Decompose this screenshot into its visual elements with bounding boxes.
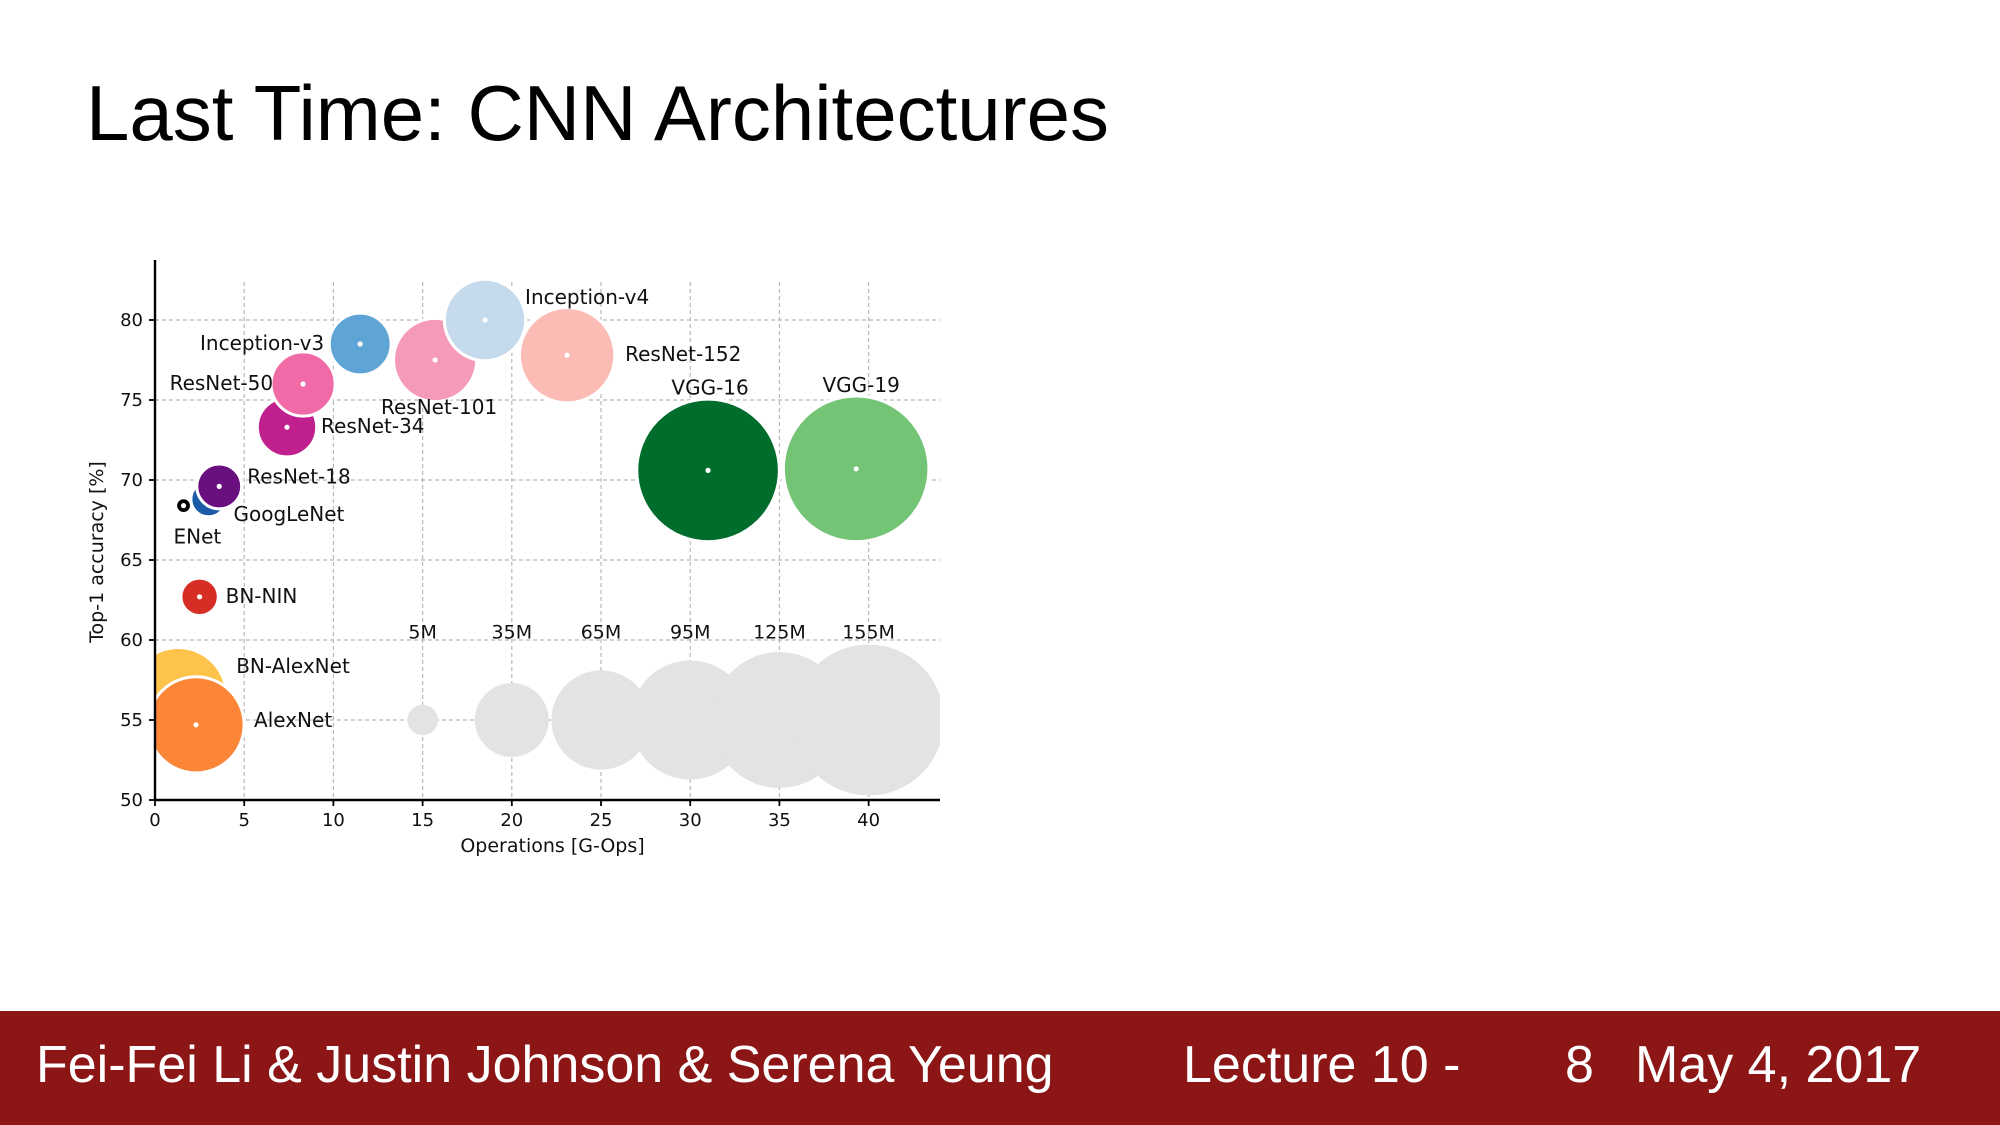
footer-authors: Fei-Fei Li & Justin Johnson & Serena Yeu… <box>36 1036 1054 1094</box>
slide-title: Last Time: CNN Architectures <box>86 69 1109 157</box>
footer-lecture: Lecture 10 - <box>1183 1036 1461 1094</box>
label-bn-nin: BN-NIN <box>226 584 298 608</box>
bubble-center-inception-v4 <box>482 317 488 323</box>
label-googlenet: GoogLeNet <box>234 502 345 526</box>
x-tick-label: 15 <box>411 810 434 831</box>
label-resnet-152: ResNet-152 <box>625 342 741 366</box>
x-tick-label: 5 <box>238 810 249 831</box>
label-bn-alexnet: BN-AlexNet <box>236 654 350 678</box>
footer-bar: Fei-Fei Li & Justin Johnson & Serena Yeu… <box>0 1011 2000 1125</box>
bubble-center-resnet-152 <box>564 352 570 358</box>
label-alexnet: AlexNet <box>254 708 332 732</box>
x-tick-label: 30 <box>679 810 702 831</box>
chart-axes: 0 5 10 15 20 25 30 35 40 50 55 60 65 70 75 80 Operations… <box>86 260 940 857</box>
bubble-center-bn-nin <box>197 594 203 600</box>
label-vgg-16: VGG-16 <box>671 375 748 399</box>
size-legend-bubble <box>474 683 549 757</box>
bubble-center-inception-v3 <box>357 341 363 347</box>
bubble-center-enet <box>180 503 187 509</box>
y-tick-label: 80 <box>120 310 143 331</box>
size-legend-bubble <box>551 670 651 770</box>
label-resnet-34: ResNet-34 <box>321 414 425 438</box>
y-tick-label: 50 <box>120 790 143 811</box>
x-tick-label: 35 <box>768 810 791 831</box>
label-resnet-50: ResNet-50 <box>170 371 274 395</box>
y-tick-label: 60 <box>120 630 143 651</box>
x-tick-label: 40 <box>857 810 880 831</box>
x-tick-label: 20 <box>500 810 523 831</box>
x-tick-label: 25 <box>590 810 613 831</box>
size-legend-label: 5M <box>408 621 436 643</box>
bubble-center-resnet-34 <box>284 424 290 430</box>
x-axis-label: Operations [G-Ops] <box>460 835 644 857</box>
x-tick-label: 10 <box>322 810 345 831</box>
bubble-center-resnet-18 <box>216 483 222 489</box>
size-legend-label: 35M <box>492 621 533 643</box>
bubble-center-vgg-16 <box>705 467 711 473</box>
bubble-chart: 5M 35M 65M 95M 125M 155M BN-AlexNet AlexNet BN-N… <box>86 260 940 857</box>
label-inception-v3: Inception-v3 <box>200 331 324 355</box>
size-legend-label: 65M <box>581 621 622 643</box>
bubble-center-resnet-101 <box>432 357 438 363</box>
label-enet: ENet <box>174 525 222 549</box>
bubble-center-alexnet <box>193 722 199 728</box>
size-legend-bubble <box>793 644 940 796</box>
bubble-alexnet <box>155 675 246 775</box>
y-tick-label: 55 <box>120 710 143 731</box>
label-resnet-18: ResNet-18 <box>247 464 351 488</box>
footer-date: May 4, 2017 <box>1635 1036 1922 1094</box>
x-tick-label: 0 <box>149 810 160 831</box>
footer-page-number: 8 <box>1565 1036 1594 1094</box>
y-tick-label: 70 <box>120 470 143 491</box>
size-legend-label: 125M <box>753 621 806 643</box>
data-bubbles <box>155 277 931 775</box>
size-legend-label: 155M <box>842 621 895 643</box>
bubble-center-vgg-19 <box>853 466 859 472</box>
bubble-center-resnet-50 <box>300 381 306 387</box>
y-axis-label: Top-1 accuracy [%] <box>86 461 108 644</box>
label-inception-v4: Inception-v4 <box>525 285 649 309</box>
label-vgg-19: VGG-19 <box>822 373 899 397</box>
size-legend <box>407 644 940 796</box>
y-tick-label: 75 <box>120 390 143 411</box>
label-resnet-101: ResNet-101 <box>381 395 497 419</box>
data-labels: 5M 35M 65M 95M 125M 155M BN-AlexNet AlexNet BN-N… <box>170 285 900 732</box>
size-legend-bubble <box>407 704 438 736</box>
size-legend-label: 95M <box>670 621 711 643</box>
y-tick-label: 65 <box>120 550 143 571</box>
